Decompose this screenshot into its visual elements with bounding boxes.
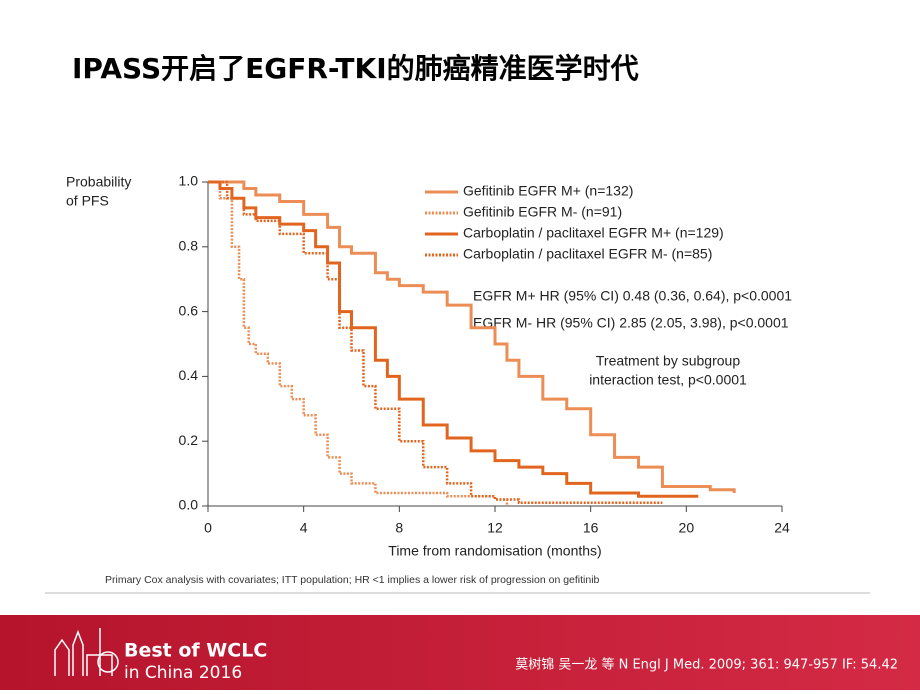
y-axis-label: Probability: [66, 174, 131, 190]
logo: [54, 628, 119, 676]
annotation: Treatment by subgroup: [596, 353, 740, 369]
km-curve: [208, 180, 699, 498]
x-tick-label: 24: [774, 520, 790, 536]
citation: 莫树锦 吴一龙 等 N Engl J Med. 2009; 361: 947-9…: [515, 657, 898, 673]
legend-label: Gefitinib EGFR M+ (n=132): [463, 183, 633, 199]
y-tick-label: 0.6: [179, 302, 199, 318]
y-tick-label: 0.0: [179, 497, 199, 513]
x-tick-label: 12: [487, 520, 503, 536]
footer-event: Best of WCLC: [124, 640, 267, 662]
km-curve: [208, 180, 663, 505]
y-tick-label: 0.2: [179, 432, 199, 448]
legend-label: Carboplatin / paclitaxel EGFR M+ (n=129): [463, 225, 724, 241]
x-axis-label: Time from randomisation (months): [388, 543, 601, 559]
footer-band: [0, 615, 920, 690]
legend-label: Carboplatin / paclitaxel EGFR M- (n=85): [463, 246, 712, 262]
y-tick-label: 0.4: [179, 367, 199, 383]
footnote: Primary Cox analysis with covariates; IT…: [105, 574, 600, 586]
legend-label: Gefitinib EGFR M- (n=91): [463, 204, 622, 220]
y-tick-label: 0.8: [179, 238, 199, 254]
annotation: EGFR M- HR (95% CI) 2.85 (2.05, 3.98), p…: [473, 315, 789, 331]
x-tick-label: 4: [300, 520, 308, 536]
x-tick-label: 8: [395, 520, 403, 536]
x-tick-label: 0: [204, 520, 212, 536]
annotation: interaction test, p<0.0001: [589, 372, 747, 388]
annotation: EGFR M+ HR (95% CI) 0.48 (0.36, 0.64), p…: [473, 288, 792, 304]
x-tick-label: 20: [679, 520, 695, 536]
x-tick-label: 16: [583, 520, 599, 536]
slide-title: IPASS开启了EGFR-TKI的肺癌精准医学时代: [72, 52, 639, 85]
y-axis-label: of PFS: [66, 193, 109, 209]
km-curve: [208, 180, 736, 494]
footer-subtitle: in China 2016: [124, 663, 242, 683]
y-tick-label: 1.0: [179, 173, 199, 189]
